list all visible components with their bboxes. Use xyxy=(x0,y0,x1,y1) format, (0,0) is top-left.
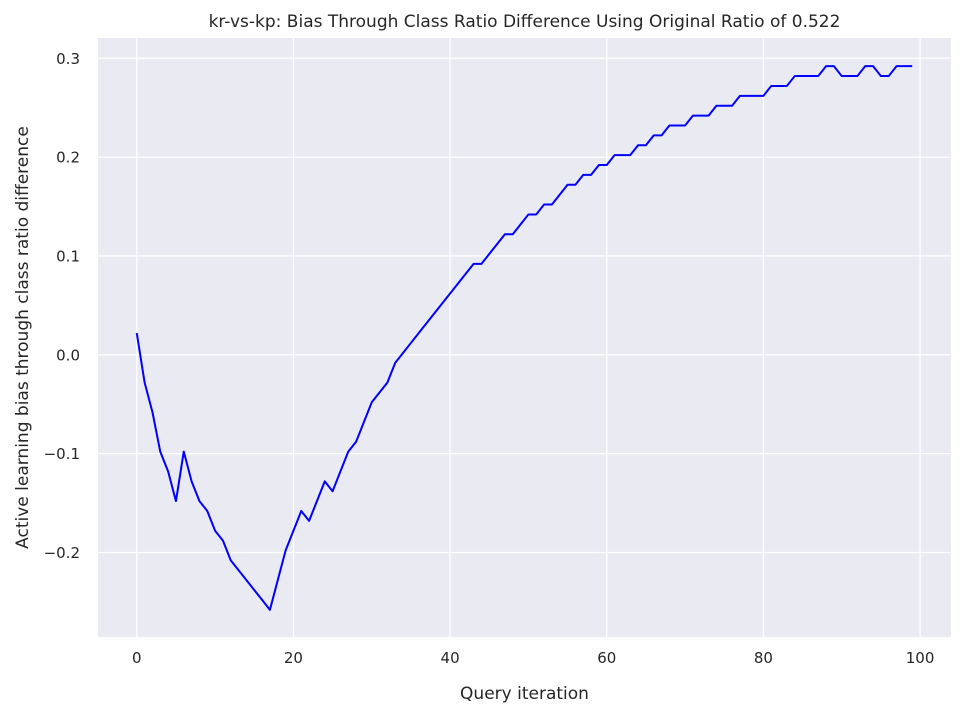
x-tick-label: 100 xyxy=(906,649,935,667)
series-layer xyxy=(135,65,913,611)
x-gridlines xyxy=(136,38,921,637)
y-tick-labels: −0.2 −0.1 0.0 0.1 0.2 0.3 xyxy=(44,50,80,562)
x-tick-label: 60 xyxy=(597,649,616,667)
y-axis-label: Active learning bias through class ratio… xyxy=(13,126,33,549)
y-tick-label: 0.2 xyxy=(56,149,80,167)
x-tick-label: 0 xyxy=(132,649,142,667)
y-tick-label: 0.0 xyxy=(56,346,80,364)
x-tick-label: 20 xyxy=(284,649,303,667)
chart-title: kr-vs-kp: Bias Through Class Ratio Diffe… xyxy=(209,12,841,32)
x-tick-labels: 0 20 40 60 80 100 xyxy=(132,649,934,667)
x-axis-label: Query iteration xyxy=(460,684,589,704)
y-gridlines xyxy=(98,57,951,554)
y-tick-label: −0.2 xyxy=(44,544,80,562)
x-tick-label: 40 xyxy=(441,649,460,667)
x-tick-label: 80 xyxy=(754,649,773,667)
y-tick-label: 0.1 xyxy=(56,247,80,265)
series-line xyxy=(135,65,913,611)
plot-area xyxy=(98,38,951,637)
y-tick-label: 0.3 xyxy=(56,50,80,68)
y-tick-label: −0.1 xyxy=(44,445,80,463)
